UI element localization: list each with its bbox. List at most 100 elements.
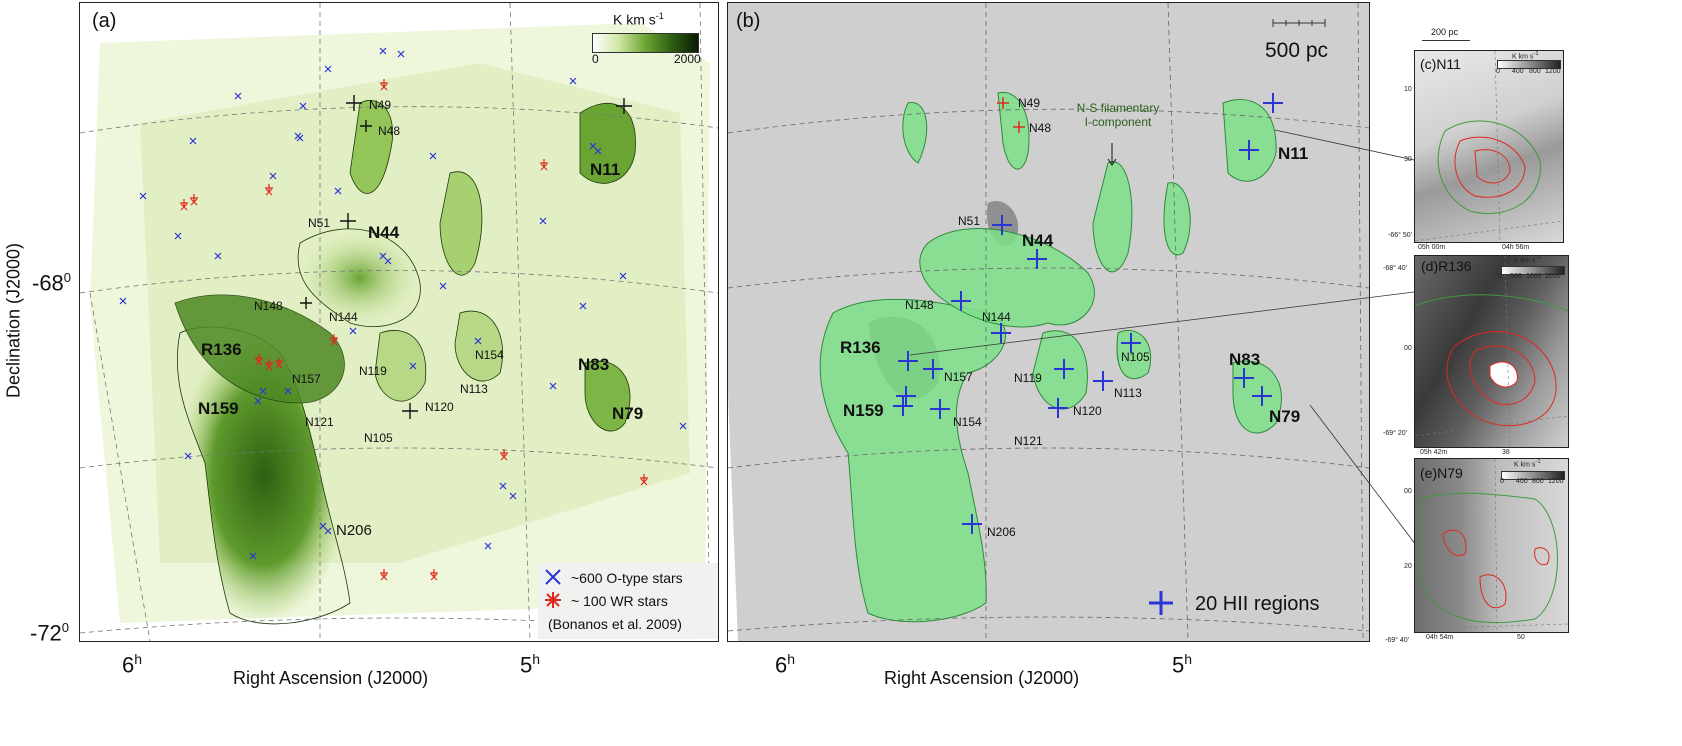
inset-d-ytick: -69° 20' — [1383, 430, 1407, 437]
legend-a — [538, 563, 718, 639]
inset-e-cbar-tick: 0 — [1500, 478, 1504, 485]
y-axis-label: Declination (J2000) — [3, 242, 24, 399]
inset-e-ytick: -69° 40' — [1385, 637, 1409, 644]
panel-a-label: (a) — [92, 10, 117, 32]
inset-c-xtick: 04h 56m — [1502, 244, 1530, 251]
inset-d-cbar-tick: 500 — [1510, 273, 1522, 280]
legend-wr-icon — [545, 592, 561, 608]
region-label: N121 — [1014, 434, 1043, 448]
inset-c-cbar-tick: 1200 — [1545, 68, 1561, 75]
inset-d-contours — [1415, 256, 1568, 447]
inset-e-cbar-tick: 1200 — [1548, 478, 1564, 485]
dec-tick: -680 — [32, 270, 72, 296]
region-label: N51 — [958, 214, 981, 228]
region-label: N44 — [1022, 231, 1054, 250]
inset-scalebar-label: 200 pc — [1431, 27, 1459, 37]
legend-ref: (Bonanos et al. 2009) — [548, 616, 682, 632]
inset-c-cbar-tick: 0 — [1496, 68, 1500, 75]
region-label: R136 — [840, 338, 881, 357]
colorbar-a-unit: K km s-1 — [613, 11, 664, 28]
region-label: N48 — [378, 124, 401, 138]
x-axis-label-b: Right Ascension (J2000) — [884, 668, 1080, 688]
region-label: N11 — [1278, 144, 1309, 163]
region-label: N157 — [292, 372, 321, 386]
inset-d-title: (d)R136 — [1421, 258, 1472, 274]
inset-d-ytick: 00 — [1404, 345, 1412, 352]
inset-e-cbar-tick: 400 — [1516, 478, 1528, 485]
panel-b-map — [728, 3, 1369, 641]
inset-d-xtick: 05h 42m — [1420, 449, 1448, 456]
region-label: N119 — [359, 364, 387, 378]
panel-b-label: (b) — [736, 10, 761, 32]
ra-tick: 5h — [1172, 651, 1193, 678]
inset-d-xtick: 38 — [1502, 449, 1510, 456]
region-label: N206 — [336, 522, 372, 539]
panel-b: (b) 500 pc N-S filamentary I-component 2… — [727, 2, 1370, 642]
inset-d-cbar-unit: K km s-1 — [1514, 255, 1541, 265]
region-label: N105 — [364, 431, 393, 445]
region-label: N51 — [308, 216, 331, 230]
inset-scalebar — [1422, 40, 1470, 41]
region-label: N144 — [329, 310, 358, 324]
region-label: N79 — [612, 404, 644, 423]
legend-o-type: ~600 O-type stars — [571, 570, 683, 586]
inset-e-title: (e)N79 — [1420, 465, 1463, 481]
inset-d-cbar-tick: 2000 — [1545, 273, 1561, 280]
region-label: N49 — [369, 98, 392, 112]
inset-c-ytick: 10 — [1404, 86, 1412, 93]
region-label: N154 — [953, 415, 982, 429]
annotation-ns: N-S filamentary I-component — [1076, 101, 1160, 129]
region-label: N120 — [425, 400, 454, 414]
colorbar-a-min: 0 — [592, 52, 599, 66]
wr-markers — [180, 79, 648, 581]
region-label: N120 — [1073, 404, 1102, 418]
region-label: N11 — [590, 160, 621, 179]
inset-e-xtick: 50 — [1517, 634, 1525, 641]
ra-tick: 5h — [520, 651, 541, 678]
inset-d-cbar — [1501, 266, 1565, 275]
region-label: N79 — [1269, 407, 1301, 426]
colorbar-a-max: 2000 — [674, 52, 701, 66]
dec-tick: -720 — [30, 620, 70, 646]
region-label: N206 — [987, 525, 1016, 539]
inset-c-xtick: 05h 00m — [1418, 244, 1446, 251]
ra-tick: 6h — [122, 651, 143, 678]
region-label: N159 — [198, 399, 239, 418]
inset-c-cbar-unit: K km s-1 — [1512, 51, 1539, 61]
region-label: N83 — [578, 355, 610, 374]
region-label: N148 — [254, 299, 283, 313]
inset-e-cbar-tick: 800 — [1532, 478, 1544, 485]
region-label: N113 — [1114, 386, 1142, 400]
scale-500pc: 500 pc — [1265, 39, 1329, 62]
hii-crosses-a — [300, 95, 632, 419]
region-label: R136 — [201, 340, 242, 359]
inset-c-ytick: -66° 50' — [1388, 232, 1412, 239]
inset-e-xtick: 04h 54m — [1426, 634, 1454, 641]
region-label: N49 — [1018, 96, 1041, 110]
inset-c-cbar-tick: 400 — [1512, 68, 1524, 75]
inset-c-cbar-tick: 800 — [1529, 68, 1541, 75]
inset-e-ytick: 20 — [1404, 563, 1412, 570]
region-label: N154 — [475, 348, 504, 362]
inset-e-ytick: 00 — [1404, 488, 1412, 495]
inset-e-contours — [1415, 459, 1568, 632]
panel-a-map — [80, 3, 718, 641]
region-label: N113 — [460, 382, 488, 396]
region-label: N83 — [1229, 350, 1261, 369]
inset-d-cbar-tick: 0 — [1498, 273, 1502, 280]
legend-wr: ~ 100 WR stars — [571, 593, 668, 609]
inset-c-contours — [1415, 51, 1563, 242]
inset-e-cbar — [1501, 471, 1565, 480]
x-axis-label-a: Right Ascension (J2000) — [233, 668, 429, 688]
inset-e-cbar-unit: K km s-1 — [1514, 459, 1541, 469]
region-label: N105 — [1121, 350, 1150, 364]
panel-a: K km s-1 0 2000 (a) N49 N48 N11 N51 N44 … — [79, 2, 719, 642]
inset-c-ytick: 30 — [1404, 156, 1412, 163]
inset-d-cbar-tick: 1000 — [1526, 273, 1542, 280]
region-label: N121 — [305, 415, 334, 429]
o-type-markers — [119, 47, 687, 560]
region-label: N119 — [1014, 371, 1042, 385]
inset-e — [1414, 458, 1569, 633]
inset-c — [1414, 50, 1564, 243]
inset-d — [1414, 255, 1569, 448]
